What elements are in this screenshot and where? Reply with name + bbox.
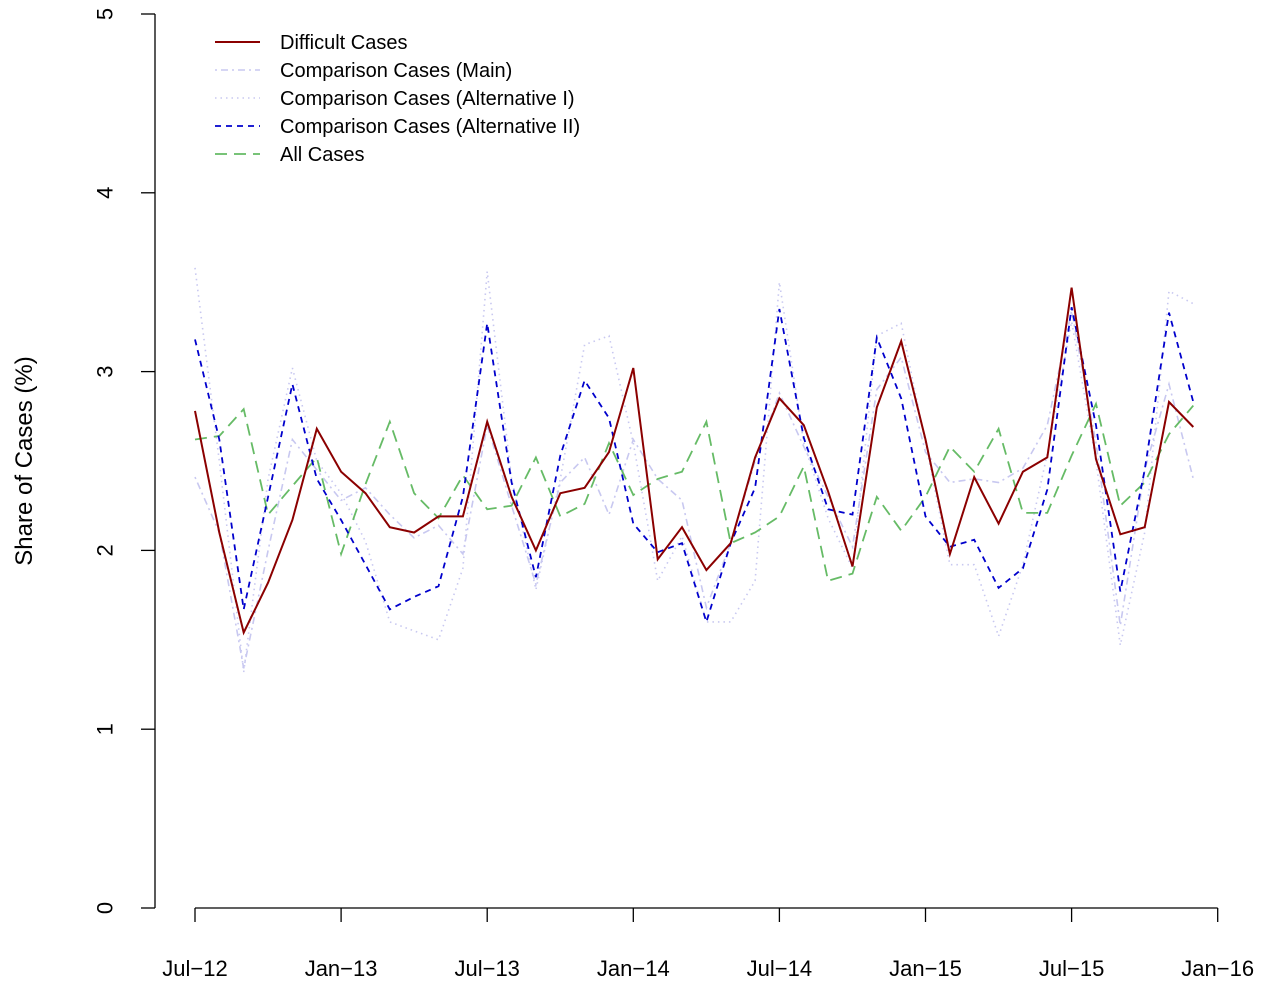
- series-line-1: [194, 310, 1195, 669]
- y-tick-label: 5: [93, 8, 118, 20]
- x-tick-label: Jul−15: [1039, 956, 1104, 981]
- y-tick-label: 4: [93, 187, 118, 199]
- y-axis-title: Share of Cases (%): [11, 356, 38, 565]
- series-line-3: [194, 307, 1195, 625]
- x-tick-label: Jan−16: [1181, 956, 1254, 981]
- legend-label: Comparison Cases (Alternative II): [280, 116, 580, 138]
- y-axis-ticks: 0 1 2 3 4 5: [93, 8, 155, 914]
- x-tick-label: Jul−14: [747, 956, 812, 981]
- legend-label: Comparison Cases (Alternative I): [280, 88, 575, 110]
- legend-label: Comparison Cases (Main): [280, 60, 512, 82]
- y-tick-label: 1: [93, 723, 118, 735]
- y-tick-label: 2: [93, 544, 118, 556]
- x-tick-label: Jul−12: [162, 956, 227, 981]
- series-layer: [194, 267, 1195, 673]
- series-line-4: [194, 401, 1194, 582]
- x-tick-label: Jul−13: [454, 956, 519, 981]
- series-line-0: [194, 287, 1195, 636]
- x-axis-ticks: Jul−12 Jan−13 Jul−13 Jan−14 Jul−14 Jan−15 Jul−…: [162, 908, 1254, 981]
- x-tick-label: Jan−13: [305, 956, 378, 981]
- legend-label: Difficult Cases: [280, 32, 407, 54]
- legend-label: All Cases: [280, 144, 364, 166]
- legend: Difficult Cases Comparison Cases (Main) Co…: [215, 32, 580, 166]
- y-tick-label: 0: [93, 902, 118, 914]
- axes: 0 1 2 3 4 5 Jul−12 Jan−13 Jul−13 Jan−14 Jul−14 Jan…: [93, 8, 1254, 981]
- series-line-2: [194, 267, 1194, 673]
- x-tick-label: Jan−14: [597, 956, 670, 981]
- y-tick-label: 3: [93, 365, 118, 377]
- x-tick-label: Jan−15: [889, 956, 962, 981]
